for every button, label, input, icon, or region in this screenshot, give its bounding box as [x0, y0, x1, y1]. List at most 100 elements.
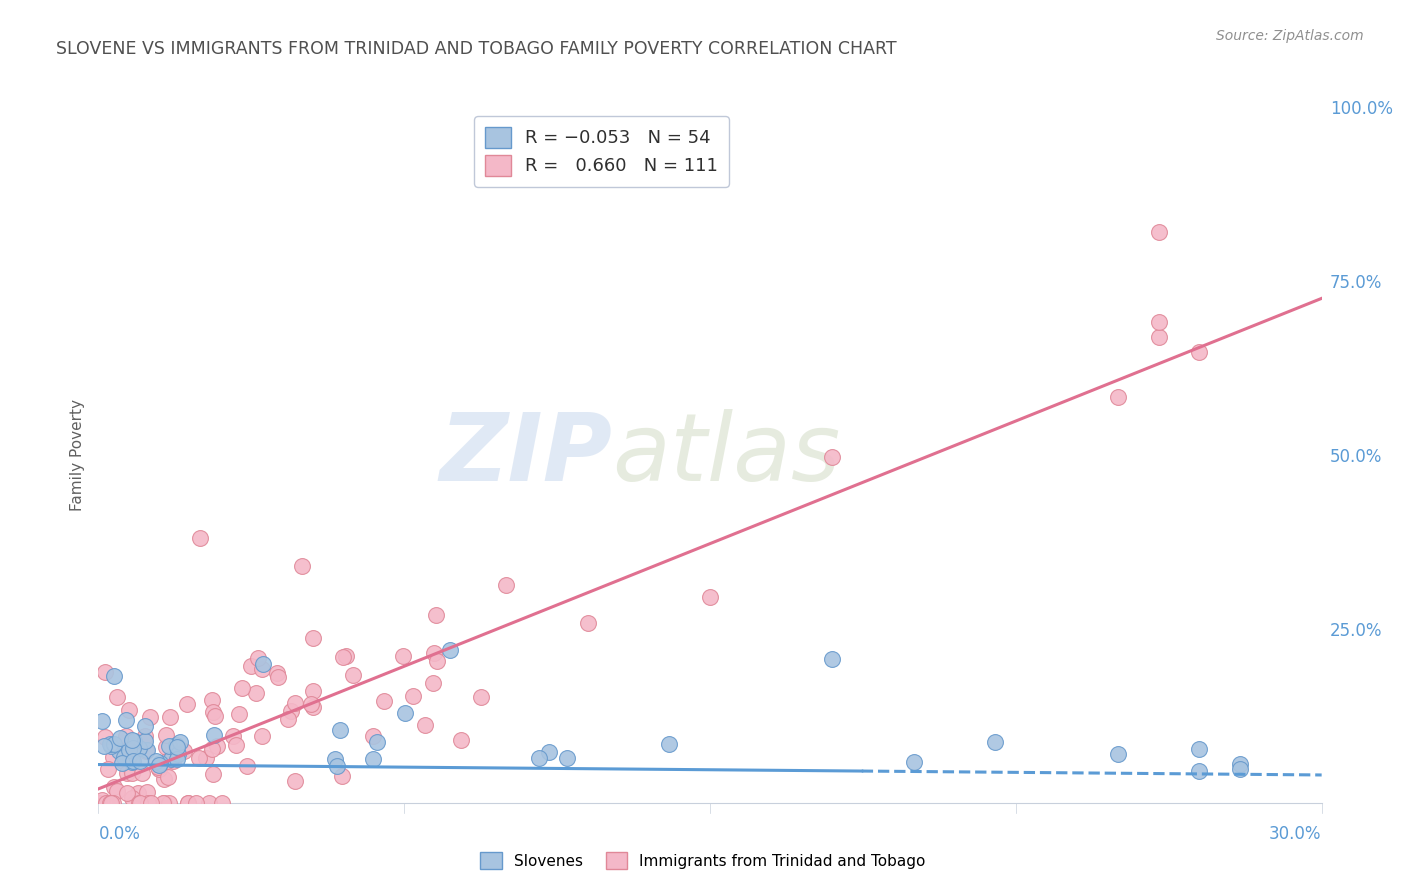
Point [129, 755, 152, 769]
Point [103, 796, 125, 810]
Point [250, 729, 273, 743]
Point [96, 796, 118, 810]
Point [166, 752, 188, 766]
Point [291, 559, 314, 574]
Point [122, 754, 145, 768]
Point [94, 730, 117, 744]
Point [198, 796, 221, 810]
Point [98, 737, 121, 751]
Point [225, 738, 247, 752]
Point [335, 648, 357, 663]
Point [160, 752, 183, 766]
Point [118, 743, 141, 757]
Point [240, 658, 263, 673]
Point [167, 747, 190, 761]
Point [373, 694, 395, 708]
Point [699, 591, 721, 605]
Point [201, 767, 224, 781]
Point [148, 757, 170, 772]
Point [361, 752, 384, 766]
Point [131, 766, 153, 780]
Point [121, 755, 143, 769]
Point [136, 796, 159, 810]
Point [120, 761, 142, 775]
Point [821, 651, 844, 665]
Point [1107, 390, 1129, 404]
Point [284, 774, 307, 789]
Point [394, 706, 416, 720]
Point [204, 708, 226, 723]
Point [284, 696, 307, 710]
Point [205, 739, 228, 753]
Point [94, 796, 117, 810]
Point [149, 756, 172, 771]
Point [122, 740, 145, 755]
Point [115, 713, 138, 727]
Point [426, 654, 449, 668]
Point [176, 796, 198, 810]
Point [266, 666, 288, 681]
Point [135, 744, 157, 758]
Point [301, 632, 323, 646]
Point [118, 703, 141, 717]
Point [103, 737, 125, 751]
Point [115, 786, 138, 800]
Point [155, 728, 177, 742]
Point [439, 642, 461, 657]
Point [87, 796, 110, 810]
Point [96, 796, 118, 810]
Point [134, 734, 156, 748]
Point [366, 735, 388, 749]
Point [153, 772, 176, 786]
Point [94, 796, 117, 810]
Point [128, 796, 150, 810]
Point [188, 532, 212, 546]
Text: 30.0%: 30.0% [1270, 825, 1322, 843]
Point [247, 650, 270, 665]
Point [527, 750, 550, 764]
Point [280, 704, 302, 718]
Text: atlas: atlas [612, 409, 841, 500]
Point [401, 689, 423, 703]
Point [136, 784, 159, 798]
Point [470, 690, 492, 704]
Point [112, 750, 135, 764]
Point [139, 796, 162, 810]
Point [98, 796, 121, 810]
Point [134, 719, 156, 733]
Point [108, 744, 131, 758]
Point [821, 450, 844, 465]
Point [252, 662, 274, 676]
Point [121, 790, 143, 805]
Point [903, 756, 925, 770]
Point [111, 754, 134, 768]
Point [221, 729, 243, 743]
Point [148, 762, 170, 776]
Point [1107, 747, 1129, 762]
Point [342, 668, 364, 682]
Point [157, 739, 180, 753]
Point [277, 712, 299, 726]
Point [128, 741, 150, 756]
Legend: R = −0.053   N = 54, R =   0.660   N = 111: R = −0.053 N = 54, R = 0.660 N = 111 [474, 116, 728, 186]
Point [165, 739, 187, 753]
Point [391, 649, 413, 664]
Point [97, 762, 120, 776]
Legend: Slovenes, Immigrants from Trinidad and Tobago: Slovenes, Immigrants from Trinidad and T… [474, 846, 932, 875]
Point [1229, 762, 1251, 776]
Point [103, 669, 125, 683]
Text: ZIP: ZIP [439, 409, 612, 501]
Point [162, 754, 184, 768]
Point [1188, 764, 1211, 778]
Point [329, 723, 352, 737]
Point [658, 737, 681, 751]
Point [121, 766, 143, 780]
Point [111, 756, 134, 770]
Point [201, 693, 224, 707]
Text: 0.0%: 0.0% [98, 825, 141, 843]
Point [202, 705, 225, 719]
Point [194, 751, 217, 765]
Point [173, 744, 195, 758]
Point [134, 729, 156, 743]
Point [267, 670, 290, 684]
